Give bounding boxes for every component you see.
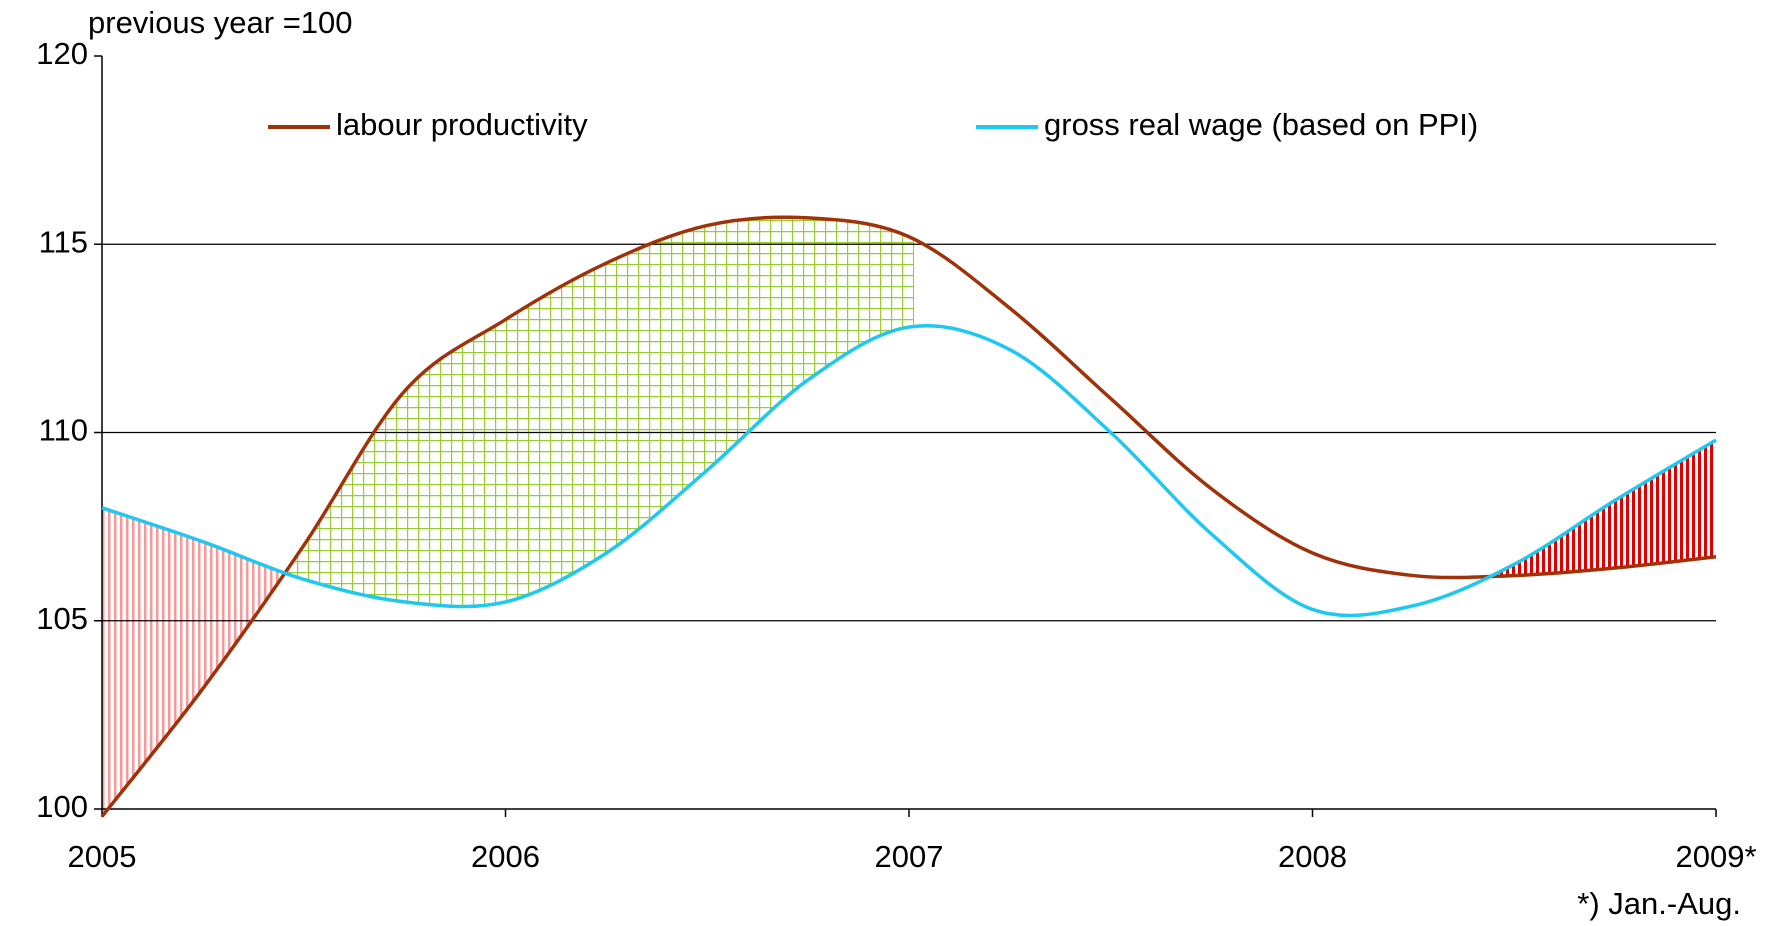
legend-label: labour productivity <box>336 107 588 142</box>
y-tick-label: 120 <box>36 36 88 71</box>
shaded-gap <box>288 217 915 607</box>
x-tick-label: 2008 <box>1278 839 1347 874</box>
y-tick-label: 110 <box>39 413 88 448</box>
x-tick-label: 2005 <box>68 839 137 874</box>
footnote: *) Jan.-Aug. <box>1577 886 1741 921</box>
shaded-gap <box>102 507 289 817</box>
y-tick-label: 115 <box>39 224 88 259</box>
x-tick-label: 2007 <box>875 839 944 874</box>
x-tick-label: 2006 <box>471 839 540 874</box>
series-line <box>100 215 1717 818</box>
y-tick-label: 105 <box>36 601 88 636</box>
series-line <box>101 324 1717 618</box>
y-tick-label: 100 <box>36 789 88 824</box>
x-tick-label: 2009* <box>1675 839 1756 874</box>
y-axis-label: previous year =100 <box>88 5 353 40</box>
legend-label: gross real wage (based on PPI) <box>1044 107 1478 142</box>
